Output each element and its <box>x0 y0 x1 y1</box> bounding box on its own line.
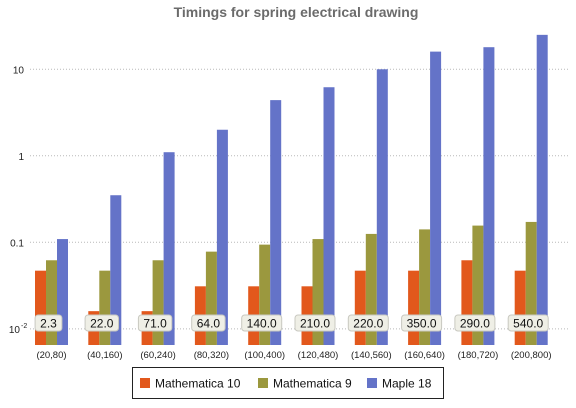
bar-mathematica-9 <box>312 239 324 345</box>
bar-mathematica-9 <box>152 260 164 345</box>
bar-mathematica-9 <box>525 221 537 345</box>
legend-swatch <box>140 378 150 388</box>
x-tick-label: (80,320) <box>194 350 229 361</box>
annotation-label: 290.0 <box>460 317 490 331</box>
y-tick-label: 10 <box>9 325 21 336</box>
legend-box <box>132 367 444 399</box>
bar-mathematica-9 <box>419 229 431 345</box>
bar-mathematica-10 <box>408 270 420 345</box>
bar-mathematica-9 <box>205 251 217 345</box>
y-tick-label: 10 <box>13 65 25 76</box>
annotation-box <box>294 314 336 332</box>
annotation-label: 71.0 <box>143 317 167 331</box>
annotation-box <box>507 314 549 332</box>
x-tick-label: (100,400) <box>244 350 285 361</box>
x-axis-ticks: (20,80) (40,160) (60,240) (80,320) (100,400)… <box>36 350 551 361</box>
x-tick-label: (140,560) <box>351 350 392 361</box>
bar-maple-18 <box>270 100 282 345</box>
bar-maple-18 <box>536 34 548 346</box>
annotation-box <box>347 314 389 332</box>
x-tick-label: (120,480) <box>298 350 339 361</box>
bar-annotations: 2.3 22.0 71.0 64.0 140.0 210.0 220.0 350.0 290.0… <box>34 314 549 332</box>
annotation-label: 220.0 <box>353 317 383 331</box>
annotation-box <box>191 314 226 332</box>
bar-mathematica-9 <box>99 270 111 345</box>
annotation-label: 540.0 <box>513 317 543 331</box>
annotation-label: 2.3 <box>40 317 57 331</box>
legend: Mathematica 10 Mathematica 9 Maple 18 <box>132 367 444 399</box>
legend-swatch <box>367 378 377 388</box>
x-tick-label: (160,640) <box>404 350 445 361</box>
bar-maple-18 <box>376 69 388 345</box>
y-tick-label: 0.1 <box>10 238 24 249</box>
x-tick-label: (180,720) <box>458 350 499 361</box>
x-tick-label: (20,80) <box>36 350 66 361</box>
bar-maple-18 <box>430 51 442 345</box>
annotation-label: 210.0 <box>300 317 330 331</box>
annotation-label: 22.0 <box>90 317 114 331</box>
bar-maple-18 <box>163 152 175 345</box>
bar-mathematica-9 <box>472 225 484 345</box>
bar-maple-18 <box>216 129 228 345</box>
y-tick-exponent: -2 <box>21 323 27 330</box>
annotation-label: 64.0 <box>197 317 221 331</box>
x-tick-label: (60,240) <box>140 350 175 361</box>
bar-mathematica-10 <box>35 270 46 345</box>
x-tick-label: (200,800) <box>511 350 552 361</box>
bar-mathematica-9 <box>46 260 57 345</box>
annotation-label: 140.0 <box>247 317 277 331</box>
bar-mathematica-10 <box>354 270 366 345</box>
x-tick-label: (40,160) <box>87 350 122 361</box>
y-tick-label: 1 <box>18 152 24 163</box>
bar-mathematica-10 <box>461 260 473 345</box>
annotation-box <box>34 314 63 332</box>
bar-maple-18 <box>110 195 122 345</box>
legend-label: Mathematica 9 <box>273 377 352 391</box>
bar-mathematica-9 <box>259 244 271 345</box>
legend-swatch <box>258 378 268 388</box>
bar-mathematica-9 <box>365 233 377 345</box>
bar-maple-18 <box>57 239 68 345</box>
chart-title: Timings for spring electrical drawing <box>174 4 419 20</box>
bar-mathematica-10 <box>514 270 526 345</box>
annotation-box <box>84 314 119 332</box>
annotation-box <box>401 314 443 332</box>
bars <box>35 34 548 346</box>
legend-label: Mathematica 10 <box>155 377 241 391</box>
annotation-box <box>137 314 173 332</box>
annotation-box <box>454 314 496 332</box>
bar-maple-18 <box>483 47 495 346</box>
legend-label: Maple 18 <box>382 377 432 391</box>
annotation-label: 350.0 <box>407 317 437 331</box>
annotation-box <box>241 314 283 332</box>
bar-maple-18 <box>323 87 335 346</box>
